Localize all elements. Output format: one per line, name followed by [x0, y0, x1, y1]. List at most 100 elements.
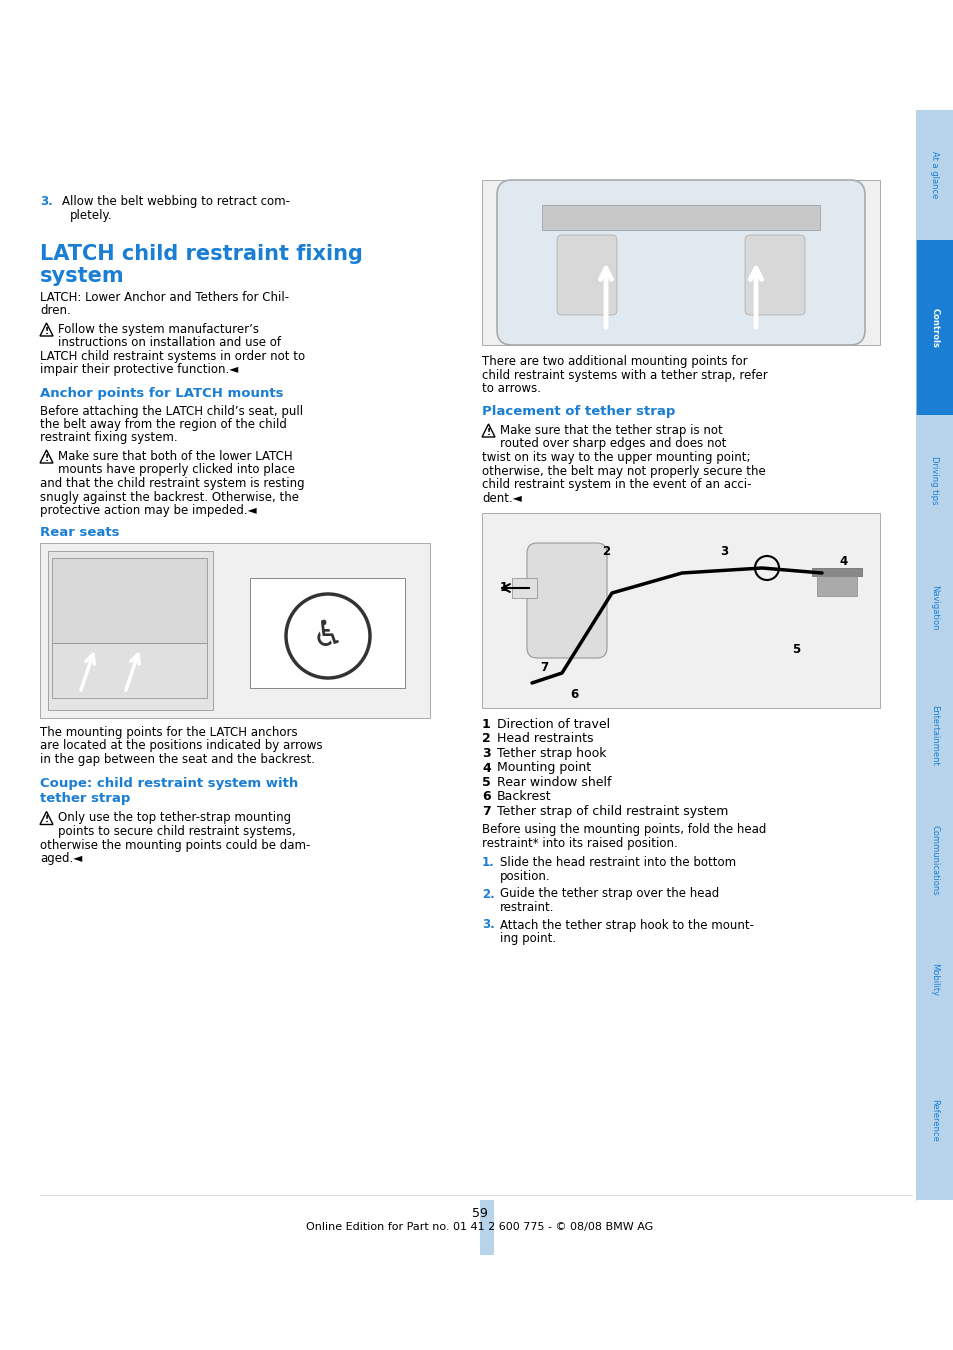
- Text: 2.: 2.: [481, 887, 495, 900]
- Bar: [915, 109, 953, 240]
- Text: child restraint system in the event of an acci-: child restraint system in the event of a…: [481, 478, 751, 491]
- Text: 5: 5: [791, 643, 800, 656]
- Text: !: !: [45, 454, 49, 463]
- Text: Online Edition for Part no. 01 41 2 600 775 - © 08/08 BMW AG: Online Edition for Part no. 01 41 2 600 …: [306, 1222, 653, 1233]
- Text: twist on its way to the upper mounting point;: twist on its way to the upper mounting p…: [481, 451, 750, 464]
- FancyBboxPatch shape: [526, 543, 606, 657]
- Bar: [40, 543, 430, 718]
- Text: otherwise, the belt may not properly secure the: otherwise, the belt may not properly sec…: [481, 464, 765, 478]
- Bar: [915, 919, 953, 1040]
- Text: the belt away from the region of the child: the belt away from the region of the chi…: [40, 418, 287, 431]
- Text: points to secure child restraint systems,: points to secure child restraint systems…: [58, 825, 295, 838]
- Polygon shape: [40, 450, 53, 463]
- Text: !: !: [45, 327, 49, 336]
- Text: Entertainment: Entertainment: [929, 705, 939, 765]
- FancyBboxPatch shape: [557, 235, 617, 315]
- Text: ♿: ♿: [312, 620, 344, 653]
- Text: Slide the head restraint into the bottom: Slide the head restraint into the bottom: [499, 856, 736, 869]
- Text: restraint.: restraint.: [499, 900, 554, 914]
- Text: Guide the tether strap over the head: Guide the tether strap over the head: [499, 887, 719, 900]
- Text: snugly against the backrest. Otherwise, the: snugly against the backrest. Otherwise, …: [40, 490, 298, 504]
- Bar: [481, 513, 879, 707]
- Text: Driving tips: Driving tips: [929, 456, 939, 505]
- Text: 2: 2: [481, 733, 490, 745]
- Bar: [915, 545, 953, 670]
- Text: 3: 3: [720, 545, 727, 558]
- Text: Make sure that both of the lower LATCH: Make sure that both of the lower LATCH: [58, 450, 293, 463]
- Text: Anchor points for LATCH mounts: Anchor points for LATCH mounts: [40, 387, 283, 400]
- Bar: [250, 578, 405, 688]
- Bar: [915, 414, 953, 545]
- Text: 1: 1: [481, 718, 490, 730]
- Bar: [481, 180, 879, 346]
- Text: Follow the system manufacturer’s: Follow the system manufacturer’s: [58, 323, 258, 336]
- Text: Communications: Communications: [929, 825, 939, 895]
- FancyBboxPatch shape: [497, 180, 864, 346]
- Text: Mobility: Mobility: [929, 964, 939, 996]
- Text: otherwise the mounting points could be dam-: otherwise the mounting points could be d…: [40, 838, 310, 852]
- Text: LATCH child restraint fixing: LATCH child restraint fixing: [40, 244, 362, 265]
- Bar: [915, 801, 953, 919]
- Text: protective action may be impeded.◄: protective action may be impeded.◄: [40, 504, 256, 517]
- Bar: [811, 568, 862, 576]
- Text: aged.◄: aged.◄: [40, 852, 82, 865]
- Text: tether strap: tether strap: [40, 792, 131, 805]
- Bar: [479, 1200, 494, 1256]
- Bar: [915, 240, 953, 414]
- Text: dent.◄: dent.◄: [481, 491, 521, 505]
- Polygon shape: [40, 811, 53, 825]
- Bar: [915, 1040, 953, 1200]
- Text: instructions on installation and use of: instructions on installation and use of: [58, 336, 281, 350]
- Text: Navigation: Navigation: [929, 585, 939, 630]
- Text: and that the child restraint system is resting: and that the child restraint system is r…: [40, 477, 304, 490]
- Text: to arrows.: to arrows.: [481, 382, 540, 396]
- Bar: [48, 551, 213, 710]
- FancyBboxPatch shape: [744, 235, 804, 315]
- Text: Allow the belt webbing to retract com-: Allow the belt webbing to retract com-: [62, 194, 290, 208]
- Text: 5: 5: [481, 776, 490, 788]
- Text: Before attaching the LATCH child’s seat, pull: Before attaching the LATCH child’s seat,…: [40, 405, 303, 417]
- Text: Reference: Reference: [929, 1099, 939, 1142]
- Bar: [816, 576, 856, 595]
- Text: Placement of tether strap: Placement of tether strap: [481, 405, 675, 418]
- Text: child restraint systems with a tether strap, refer: child restraint systems with a tether st…: [481, 369, 767, 382]
- Text: 1.: 1.: [481, 856, 495, 869]
- Text: routed over sharp edges and does not: routed over sharp edges and does not: [499, 437, 725, 451]
- Bar: [541, 205, 820, 230]
- Text: Controls: Controls: [929, 308, 939, 347]
- Text: At a glance: At a glance: [929, 151, 939, 198]
- Text: The mounting points for the LATCH anchors: The mounting points for the LATCH anchor…: [40, 726, 297, 738]
- Text: Make sure that the tether strap is not: Make sure that the tether strap is not: [499, 424, 722, 437]
- Text: Mounting point: Mounting point: [497, 761, 591, 775]
- Text: Backrest: Backrest: [497, 791, 551, 803]
- Text: Rear seats: Rear seats: [40, 525, 119, 539]
- Text: 6: 6: [569, 688, 578, 701]
- Text: 4: 4: [481, 761, 490, 775]
- Polygon shape: [40, 323, 53, 336]
- Text: 7: 7: [481, 805, 490, 818]
- Text: !: !: [486, 428, 490, 436]
- Text: 1: 1: [499, 580, 508, 594]
- Text: 59: 59: [472, 1207, 487, 1220]
- Text: Coupe: child restraint system with: Coupe: child restraint system with: [40, 776, 298, 790]
- Text: are located at the positions indicated by arrows: are located at the positions indicated b…: [40, 740, 322, 752]
- Text: restraint fixing system.: restraint fixing system.: [40, 432, 177, 444]
- Text: restraint* into its raised position.: restraint* into its raised position.: [481, 837, 677, 850]
- Bar: [52, 643, 207, 698]
- Text: 3.: 3.: [40, 194, 52, 208]
- Text: mounts have properly clicked into place: mounts have properly clicked into place: [58, 463, 294, 477]
- Bar: [915, 670, 953, 801]
- Text: 3.: 3.: [481, 918, 495, 932]
- Text: Head restraints: Head restraints: [497, 733, 593, 745]
- Bar: [512, 578, 537, 598]
- Text: !: !: [45, 815, 49, 824]
- Text: 7: 7: [539, 662, 548, 674]
- Text: There are two additional mounting points for: There are two additional mounting points…: [481, 355, 747, 369]
- Text: impair their protective function.◄: impair their protective function.◄: [40, 363, 238, 377]
- Text: Only use the top tether-strap mounting: Only use the top tether-strap mounting: [58, 811, 291, 825]
- Text: Tether strap of child restraint system: Tether strap of child restraint system: [497, 805, 727, 818]
- Text: in the gap between the seat and the backrest.: in the gap between the seat and the back…: [40, 753, 314, 765]
- Text: pletely.: pletely.: [70, 208, 112, 221]
- Text: ing point.: ing point.: [499, 931, 556, 945]
- Text: 3: 3: [481, 747, 490, 760]
